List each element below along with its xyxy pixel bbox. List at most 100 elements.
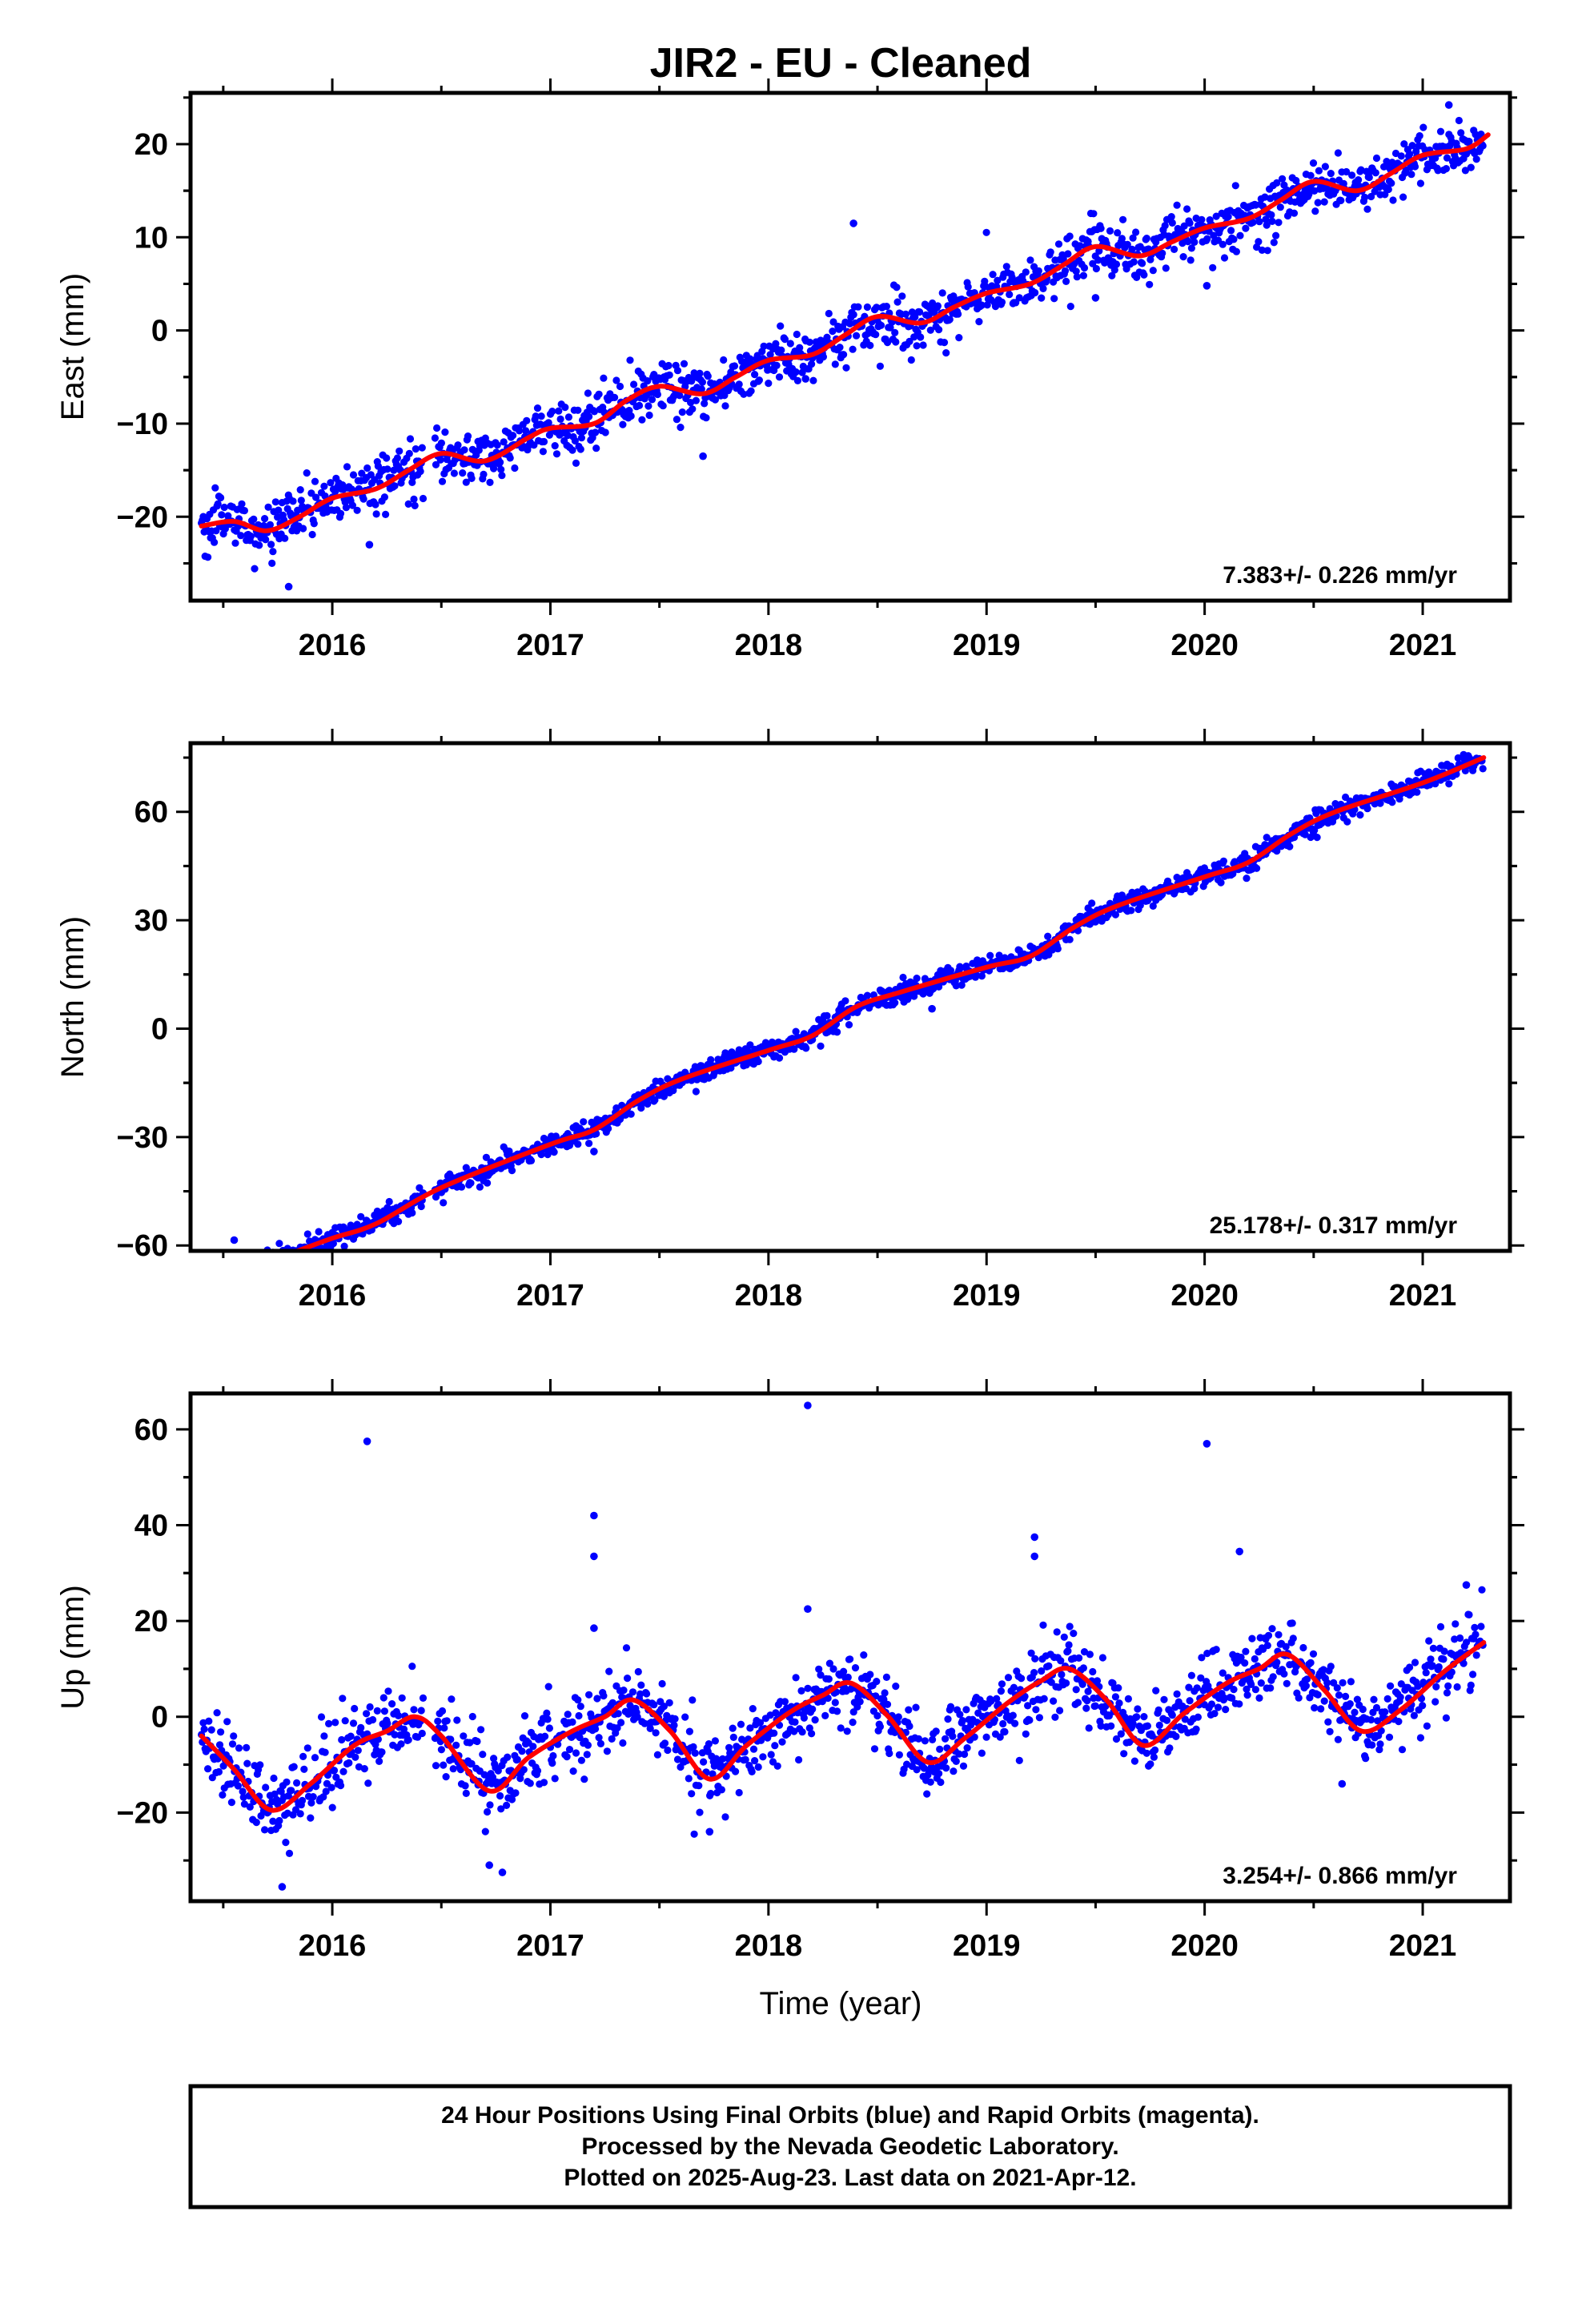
east-point [975, 318, 983, 326]
up-point [962, 1706, 970, 1714]
up-point [1187, 1671, 1195, 1679]
up-point [690, 1830, 698, 1838]
up-point [1330, 1679, 1338, 1687]
north-point [273, 1257, 280, 1265]
east-point [556, 415, 564, 424]
up-point [665, 1699, 673, 1707]
east-point [404, 500, 412, 509]
east-point [601, 428, 609, 436]
east-point [1479, 142, 1487, 150]
up-point [1120, 1750, 1128, 1758]
east-point [539, 448, 548, 456]
up-point [829, 1665, 837, 1673]
up-point [520, 1766, 528, 1774]
east-point [1186, 219, 1194, 227]
up-point [395, 1711, 403, 1719]
east-point [462, 478, 470, 486]
east-point [1219, 240, 1227, 248]
north-point [995, 951, 1003, 959]
up-point [1134, 1705, 1142, 1713]
east-point [808, 360, 816, 368]
up-point [563, 1753, 571, 1761]
up-point [1242, 1647, 1250, 1655]
north-point [204, 1269, 211, 1277]
east-point [1179, 253, 1187, 261]
up-point [1326, 1727, 1334, 1735]
north-point [263, 1261, 270, 1269]
up-outlier-point [1030, 1533, 1038, 1542]
north-point [227, 1272, 234, 1279]
east-point [849, 311, 857, 319]
up-point [1435, 1663, 1443, 1671]
east-point [882, 303, 890, 311]
east-point [1465, 138, 1473, 146]
east-point [1391, 149, 1400, 158]
east-xtick-label: 2016 [299, 629, 367, 662]
up-point [1419, 1702, 1427, 1710]
north-point [210, 1277, 217, 1284]
east-point [901, 310, 909, 318]
up-point [824, 1694, 832, 1703]
north-point [230, 1277, 237, 1284]
up-point [756, 1719, 765, 1727]
east-point [1167, 213, 1175, 221]
up-point [1478, 1586, 1486, 1594]
north-point [207, 1277, 215, 1284]
up-point [719, 1755, 727, 1763]
east-point [532, 412, 540, 420]
up-point [685, 1727, 694, 1735]
up-point [1269, 1673, 1277, 1681]
east-point [911, 313, 919, 321]
up-point [1152, 1687, 1160, 1695]
up-point [999, 1719, 1007, 1728]
east-point [1031, 288, 1039, 297]
up-point [1091, 1702, 1099, 1710]
up-point [574, 1696, 582, 1704]
east-point [418, 444, 426, 452]
east-point [1307, 171, 1315, 179]
north-point [527, 1156, 536, 1164]
up-point [543, 1709, 551, 1717]
east-point [353, 506, 361, 514]
up-point [1197, 1674, 1205, 1682]
up-point [949, 1732, 957, 1740]
north-ytick-label: 0 [151, 1012, 168, 1046]
up-point [1133, 1713, 1141, 1721]
east-point [773, 361, 781, 369]
north-point [905, 993, 913, 1001]
east-point [919, 341, 927, 349]
north-point [627, 1110, 635, 1118]
north-point [1286, 842, 1294, 850]
east-ytick-label: −10 [117, 408, 168, 441]
up-point [1193, 1684, 1201, 1692]
north-point [231, 1277, 239, 1285]
east-point [1158, 249, 1166, 257]
up-point [317, 1713, 326, 1721]
east-point [689, 405, 697, 413]
up-xtick-label: 2019 [953, 1929, 1021, 1963]
up-point [331, 1719, 339, 1727]
north-point [238, 1261, 245, 1268]
panels: 20 10 0 −10 −20 2016 2017 2018 2019 2020 2021 East … [55, 78, 1524, 1963]
north-point [220, 1266, 227, 1273]
north-point [206, 1275, 213, 1282]
east-point [1210, 231, 1218, 239]
east-point [214, 500, 222, 508]
up-point [717, 1786, 726, 1794]
east-point [262, 536, 270, 544]
up-point [955, 1750, 963, 1758]
up-point [1376, 1740, 1384, 1748]
up-point [1447, 1668, 1456, 1676]
east-point [1149, 267, 1157, 275]
east-point [371, 501, 379, 509]
east-point [1054, 240, 1063, 248]
up-point [1472, 1630, 1480, 1638]
up-point [1072, 1686, 1080, 1694]
east-point [625, 406, 633, 415]
up-point [1010, 1683, 1018, 1691]
east-point [585, 412, 593, 420]
east-point [1311, 207, 1319, 215]
north-point [1231, 858, 1239, 866]
up-point [1050, 1697, 1058, 1705]
up-point [1124, 1695, 1132, 1703]
